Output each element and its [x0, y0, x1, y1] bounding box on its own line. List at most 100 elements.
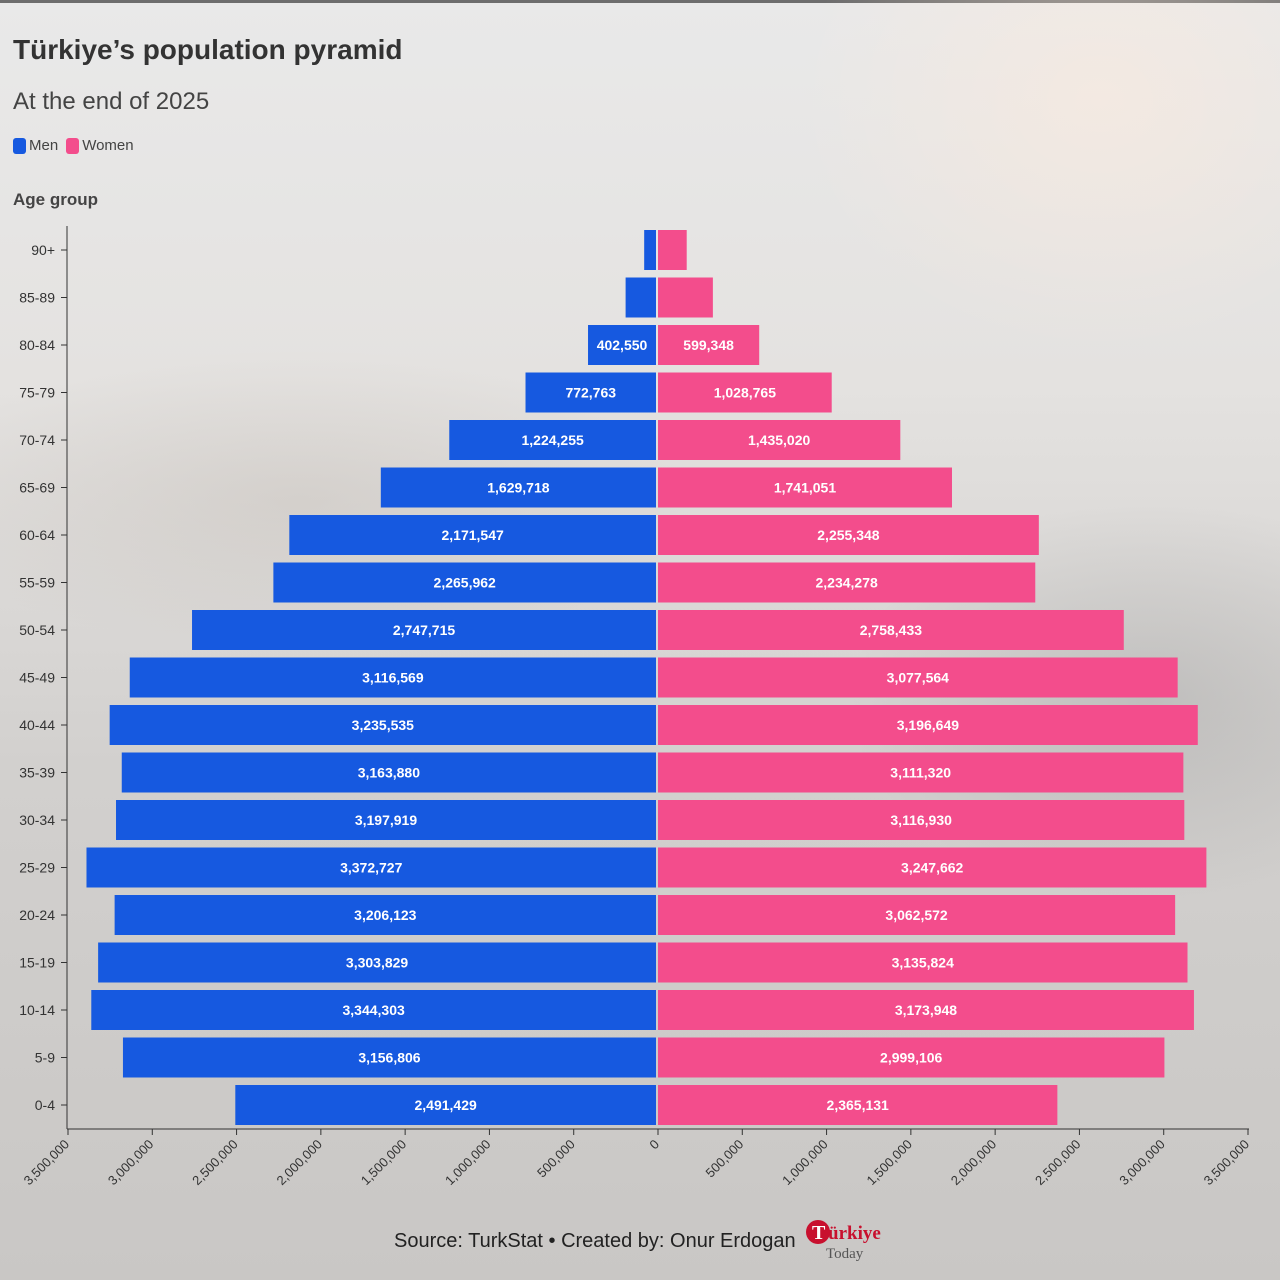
x-tick-label: 1,500,000: [863, 1137, 915, 1189]
bar-women: [658, 325, 760, 365]
data-label-men: 402,550: [597, 337, 648, 353]
bar-men: [525, 372, 656, 413]
bar-men: [273, 562, 656, 603]
bar-men: [121, 752, 656, 793]
x-tick-label: 3,500,000: [1201, 1137, 1253, 1189]
bar-men: [380, 467, 656, 508]
data-label-women: 2,999,106: [880, 1050, 942, 1066]
bar-women: [658, 800, 1185, 840]
y-tick-label: 60-64: [19, 527, 55, 543]
svg-text:Today: Today: [826, 1246, 864, 1262]
bar-men: [109, 705, 657, 745]
data-label-women: 3,116,930: [890, 812, 952, 828]
data-label-men: 2,747,715: [393, 622, 455, 638]
data-label-men: 1,629,718: [487, 480, 549, 496]
data-label-women: 3,196,649: [897, 717, 959, 733]
data-label-women: 2,758,433: [860, 622, 922, 638]
data-label-men: 3,156,806: [358, 1050, 420, 1066]
data-label-men: 3,303,829: [346, 955, 408, 971]
y-tick-label: 20-24: [19, 907, 55, 923]
y-tick-label: 75-79: [19, 385, 55, 401]
turkiye-today-logo: T ürkiye Today: [806, 1220, 881, 1262]
data-label-men: 1,224,255: [521, 432, 583, 448]
bar-women: [658, 752, 1184, 793]
data-label-men: 3,206,123: [354, 907, 416, 923]
bar-men: [98, 942, 656, 983]
bar-women: [658, 847, 1207, 888]
legend: Men Women: [13, 137, 134, 154]
bar-women: [658, 990, 1194, 1030]
bar-women: [658, 277, 713, 318]
bar-men: [192, 610, 657, 650]
y-tick-label: 30-34: [19, 812, 55, 828]
bar-women: [658, 420, 901, 460]
chart-title: Türkiye’s population pyramid: [13, 34, 403, 65]
legend-item-women[interactable]: Women: [66, 137, 134, 154]
x-tick-label: 2,000,000: [273, 1137, 325, 1189]
x-tick-label: 500,000: [534, 1137, 578, 1181]
y-tick-label: 70-74: [19, 432, 55, 448]
bar-men: [644, 230, 656, 270]
data-label-men: 3,344,303: [342, 1002, 404, 1018]
bar-women: [658, 515, 1039, 555]
data-label-women: 3,247,662: [901, 860, 963, 876]
bar-men: [449, 420, 656, 460]
data-label-men: 772,763: [565, 385, 616, 401]
x-tick-label: 2,500,000: [189, 1137, 241, 1189]
bar-men: [588, 325, 656, 365]
data-label-men: 3,163,880: [358, 765, 420, 781]
data-label-women: 3,173,948: [895, 1002, 957, 1018]
bar-women: [658, 372, 832, 413]
y-tick-label: 15-19: [19, 955, 55, 971]
y-tick-label: 50-54: [19, 622, 55, 638]
y-tick-label: 40-44: [19, 717, 55, 733]
data-label-men: 2,265,962: [434, 575, 496, 591]
bar-women: [658, 610, 1124, 650]
y-tick-label: 65-69: [19, 480, 55, 496]
y-tick-label: 0-4: [35, 1097, 55, 1113]
bar-men: [129, 657, 656, 698]
data-label-women: 599,348: [683, 337, 734, 353]
data-label-men: 3,197,919: [355, 812, 417, 828]
bar-women: [658, 657, 1178, 698]
x-tick-label: 2,500,000: [1032, 1137, 1084, 1189]
bar-men: [86, 847, 656, 888]
bar-men: [235, 1085, 656, 1125]
legend-label-men: Men: [29, 137, 59, 154]
bar-women: [658, 1037, 1165, 1078]
bar-men: [625, 277, 656, 318]
bar-women: [658, 705, 1198, 745]
bar-women: [658, 942, 1188, 983]
bar-women: [658, 230, 687, 270]
data-label-women: 3,135,824: [892, 955, 954, 971]
bar-men: [122, 1037, 657, 1078]
y-tick-label: 5-9: [35, 1050, 55, 1066]
y-tick-label: 45-49: [19, 670, 55, 686]
bar-women: [658, 895, 1176, 935]
y-tick-label: 85-89: [19, 290, 55, 306]
data-label-women: 3,111,320: [890, 765, 951, 781]
data-label-men: 2,491,429: [415, 1097, 477, 1113]
data-label-women: 1,741,051: [774, 480, 836, 496]
svg-text:T: T: [812, 1222, 826, 1244]
source-credit: Source: TurkStat • Created by: Onur Erdo…: [394, 1230, 796, 1252]
data-label-women: 1,028,765: [714, 385, 776, 401]
bar-men: [116, 800, 656, 840]
x-tick-label: 3,500,000: [21, 1137, 73, 1189]
legend-item-men[interactable]: Men: [13, 137, 58, 154]
y-tick-label: 25-29: [19, 860, 55, 876]
y-tick-label: 35-39: [19, 765, 55, 781]
data-label-men: 3,116,569: [362, 670, 424, 686]
data-label-women: 3,077,564: [887, 670, 949, 686]
legend-swatch-women: [66, 137, 80, 154]
data-label-women: 3,062,572: [885, 907, 947, 923]
y-axis-title: Age group: [13, 190, 98, 209]
legend-swatch-men: [13, 137, 26, 154]
x-tick-label: 2,000,000: [948, 1137, 1000, 1189]
bar-men: [91, 990, 657, 1030]
chart-subtitle: At the end of 2025: [13, 88, 210, 115]
x-tick-label: 500,000: [703, 1137, 747, 1181]
data-label-women: 2,234,278: [815, 575, 877, 591]
x-tick-label: 1,500,000: [358, 1137, 410, 1189]
